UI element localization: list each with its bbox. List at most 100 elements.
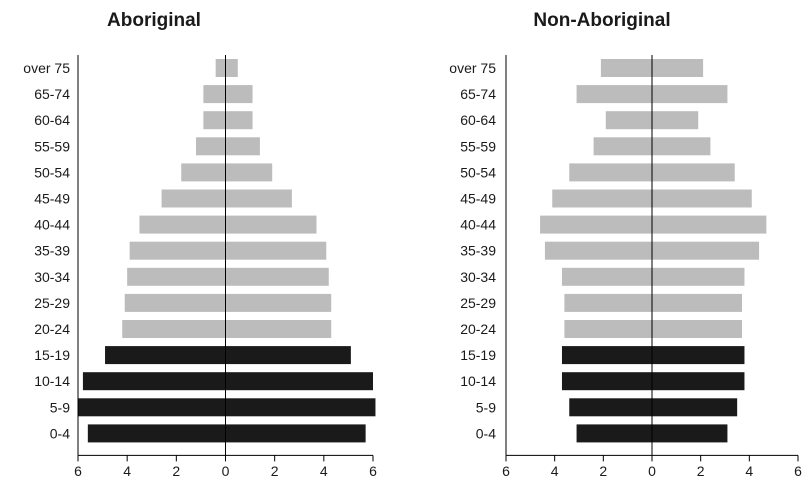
x-tick-label: 6	[74, 463, 82, 479]
bar-left-10-14	[82, 372, 226, 391]
bar-left-55-59	[593, 137, 652, 156]
bar-right-20-24	[225, 320, 332, 338]
bar-left-15-19	[105, 346, 226, 365]
bar-left-50-54	[181, 163, 226, 182]
bar-right-over-75	[652, 59, 704, 77]
bar-right-60-64	[225, 111, 253, 130]
bar-left-40-44	[139, 215, 226, 234]
bar-left-65-74	[576, 85, 652, 104]
category-label: 25-29	[34, 295, 70, 311]
bar-right-50-54	[225, 163, 273, 182]
bar-right-30-34	[652, 267, 745, 286]
category-label: 40-44	[34, 217, 70, 233]
bar-right-5-9	[225, 398, 376, 417]
bar-right-15-19	[652, 346, 745, 365]
category-label: 15-19	[460, 347, 496, 363]
bar-right-30-34	[225, 267, 329, 286]
bar-right-10-14	[652, 372, 745, 391]
x-tick-label: 4	[320, 463, 328, 479]
bar-left-over-75	[215, 59, 226, 77]
bar-left-45-49	[161, 189, 226, 208]
bar-left-25-29	[564, 293, 652, 312]
category-label: 10-14	[34, 373, 70, 389]
category-label: 45-49	[460, 191, 496, 207]
x-tick-label: 4	[551, 463, 559, 479]
bar-left-40-44	[540, 215, 652, 234]
category-label: 40-44	[460, 217, 496, 233]
bar-left-30-34	[561, 267, 652, 286]
bar-left-30-34	[127, 267, 226, 286]
bar-right-45-49	[225, 189, 292, 208]
bar-left-5-9	[78, 398, 226, 417]
x-tick-label: 6	[502, 463, 510, 479]
category-label: 50-54	[460, 164, 496, 180]
category-label: 65-74	[460, 86, 496, 102]
bar-right-0-4	[225, 424, 366, 443]
bar-left-50-54	[569, 163, 652, 182]
category-label: 15-19	[34, 347, 70, 363]
bar-right-5-9	[652, 398, 738, 417]
category-label: 35-39	[460, 243, 496, 259]
non-aboriginal-chart-title: Non-Aboriginal	[533, 10, 670, 31]
x-tick-label: 4	[123, 463, 131, 479]
bar-left-25-29	[124, 293, 226, 312]
bar-right-40-44	[652, 215, 767, 234]
category-label: 0-4	[476, 425, 496, 441]
bar-right-15-19	[225, 346, 351, 365]
bar-right-25-29	[225, 293, 332, 312]
x-tick-label: 2	[697, 463, 705, 479]
category-label: 20-24	[34, 321, 70, 337]
bar-left-65-74	[203, 85, 226, 104]
bar-left-0-4	[576, 424, 652, 443]
bar-right-35-39	[225, 241, 327, 260]
bar-left-60-64	[203, 111, 226, 130]
category-label: 20-24	[460, 321, 496, 337]
bar-left-55-59	[196, 137, 226, 156]
x-tick-label: 0	[648, 463, 656, 479]
bar-right-40-44	[225, 215, 317, 234]
bar-left-5-9	[569, 398, 652, 417]
bar-left-35-39	[129, 241, 226, 260]
bar-left-45-49	[552, 189, 652, 208]
category-label: over 75	[23, 60, 70, 76]
bar-left-over-75	[600, 59, 652, 77]
bar-left-10-14	[561, 372, 652, 391]
x-tick-label: 0	[222, 463, 230, 479]
bar-right-10-14	[225, 372, 373, 391]
category-label: 30-34	[34, 269, 70, 285]
category-label: 0-4	[50, 425, 70, 441]
bar-right-0-4	[652, 424, 728, 443]
category-label: 5-9	[476, 399, 496, 415]
aboriginal-chart-title: Aboriginal	[107, 10, 201, 31]
bar-right-25-29	[652, 293, 743, 312]
x-tick-label: 4	[745, 463, 753, 479]
category-label: 65-74	[34, 86, 70, 102]
bar-right-50-54	[652, 163, 735, 182]
bar-right-35-39	[652, 241, 760, 260]
category-label: 55-59	[460, 138, 496, 154]
x-tick-label: 6	[794, 463, 802, 479]
bar-right-65-74	[652, 85, 728, 104]
bar-right-over-75	[225, 59, 238, 77]
x-tick-label: 2	[172, 463, 180, 479]
bar-left-15-19	[561, 346, 652, 365]
category-label: 60-64	[460, 112, 496, 128]
non-aboriginal-chart: Non-Aboriginal over 75 65-74 60-64 55-59 50-5…	[449, 10, 802, 479]
bar-left-0-4	[87, 424, 226, 443]
bar-right-45-49	[652, 189, 752, 208]
category-label: 50-54	[34, 164, 70, 180]
bar-right-65-74	[225, 85, 253, 104]
category-label: 45-49	[34, 191, 70, 207]
x-tick-label: 2	[599, 463, 607, 479]
bar-right-55-59	[225, 137, 260, 156]
bar-right-20-24	[652, 320, 743, 338]
category-label: 35-39	[34, 243, 70, 259]
category-label: 25-29	[460, 295, 496, 311]
category-label: 10-14	[460, 373, 496, 389]
x-tick-label: 2	[271, 463, 279, 479]
bar-left-35-39	[544, 241, 652, 260]
category-label: 30-34	[460, 269, 496, 285]
category-label: 55-59	[34, 138, 70, 154]
